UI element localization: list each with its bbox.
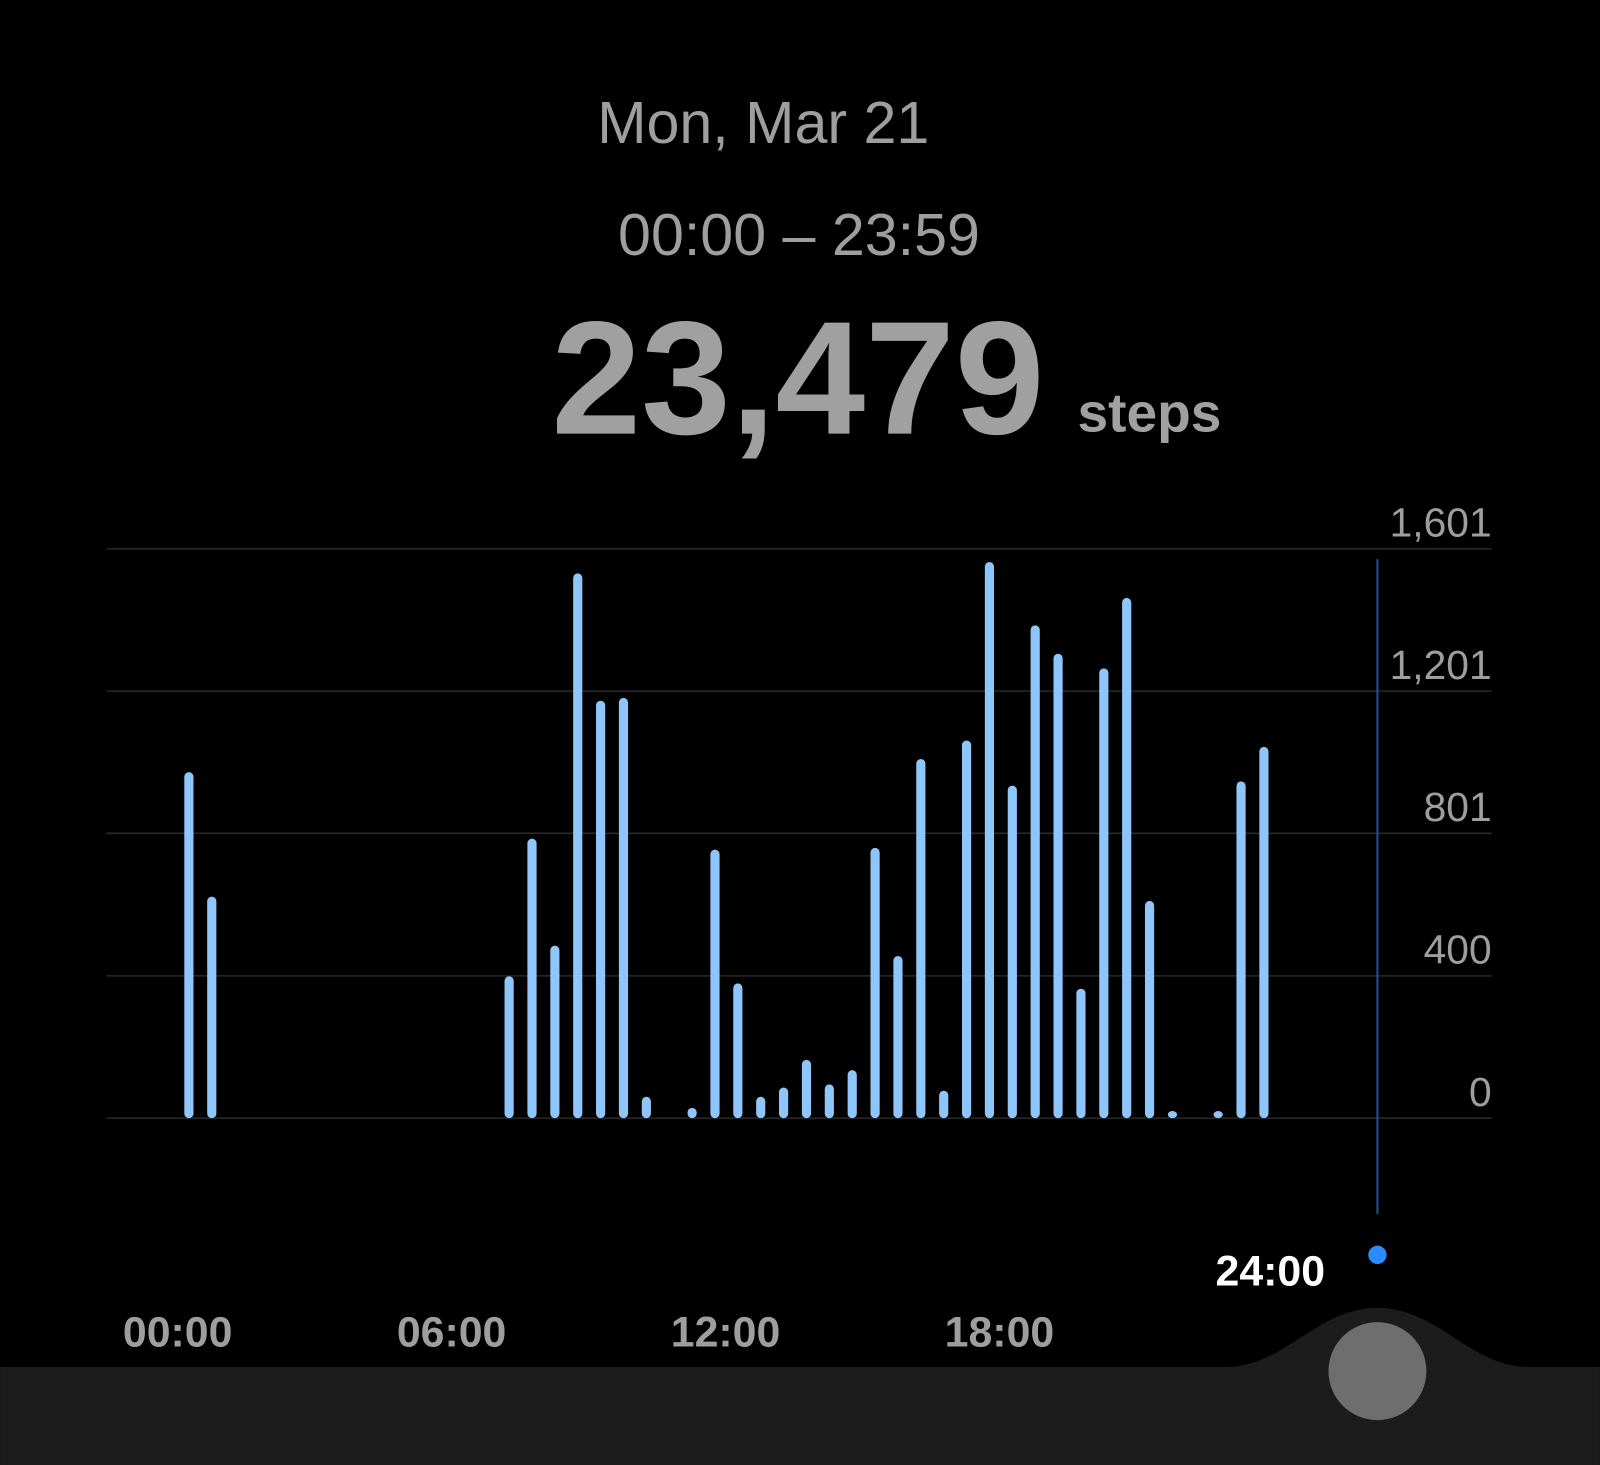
y-axis: 1,601 1,201 801 400 0 (1390, 500, 1492, 1115)
bar (618, 697, 629, 1119)
bar (756, 1096, 766, 1119)
bar (1213, 1111, 1223, 1119)
bar (1099, 668, 1109, 1119)
bar (550, 945, 560, 1119)
bar (573, 573, 583, 1119)
y-tick-label: 1,601 (1390, 500, 1492, 546)
bar (1053, 653, 1063, 1119)
x-tick-label: 12:00 (671, 1309, 781, 1357)
bar (1144, 900, 1155, 1119)
steps-unit-label: steps (1077, 382, 1221, 444)
bar (801, 1059, 812, 1119)
bar (1076, 988, 1086, 1119)
bar (893, 955, 903, 1119)
scrubber-dot (1368, 1245, 1387, 1265)
x-tick-label: 00:00 (123, 1309, 233, 1357)
x-tick-label: 06:00 (397, 1309, 507, 1357)
y-tick-label: 0 (1469, 1069, 1492, 1115)
bar (961, 740, 972, 1119)
bar (870, 847, 880, 1119)
bar (710, 849, 720, 1119)
bar (1259, 746, 1269, 1119)
bar (596, 700, 606, 1119)
bar (527, 838, 537, 1119)
bar (184, 772, 194, 1119)
bar (984, 562, 995, 1119)
bar (847, 1070, 857, 1119)
bottom-panel (0, 1307, 1600, 1465)
bar (733, 983, 743, 1119)
time-range-label: 00:00 – 23:59 (618, 201, 980, 268)
bar (916, 759, 926, 1119)
x-axis: 00:00 06:00 12:00 18:00 (123, 1309, 1054, 1357)
chart-bars (184, 562, 1269, 1119)
bar (939, 1090, 949, 1119)
bar (207, 896, 217, 1119)
scrubber-handle[interactable] (1328, 1322, 1427, 1421)
bar (641, 1096, 651, 1119)
bar (779, 1087, 789, 1119)
y-tick-label: 1,201 (1390, 642, 1492, 688)
x-tick-label: 18:00 (945, 1309, 1055, 1357)
bar (824, 1084, 834, 1119)
bar (1007, 785, 1017, 1119)
bar (1236, 781, 1246, 1119)
total-steps-value: 23,479 (551, 289, 1044, 469)
bar (504, 976, 514, 1119)
date-label: Mon, Mar 21 (597, 89, 929, 156)
bar (1030, 625, 1040, 1119)
scrubber-time-label: 24:00 (1216, 1247, 1326, 1295)
y-tick-label: 400 (1424, 927, 1492, 973)
bar (1122, 597, 1132, 1119)
bar (687, 1107, 697, 1119)
y-tick-label: 801 (1424, 784, 1492, 830)
bar (1167, 1111, 1178, 1119)
